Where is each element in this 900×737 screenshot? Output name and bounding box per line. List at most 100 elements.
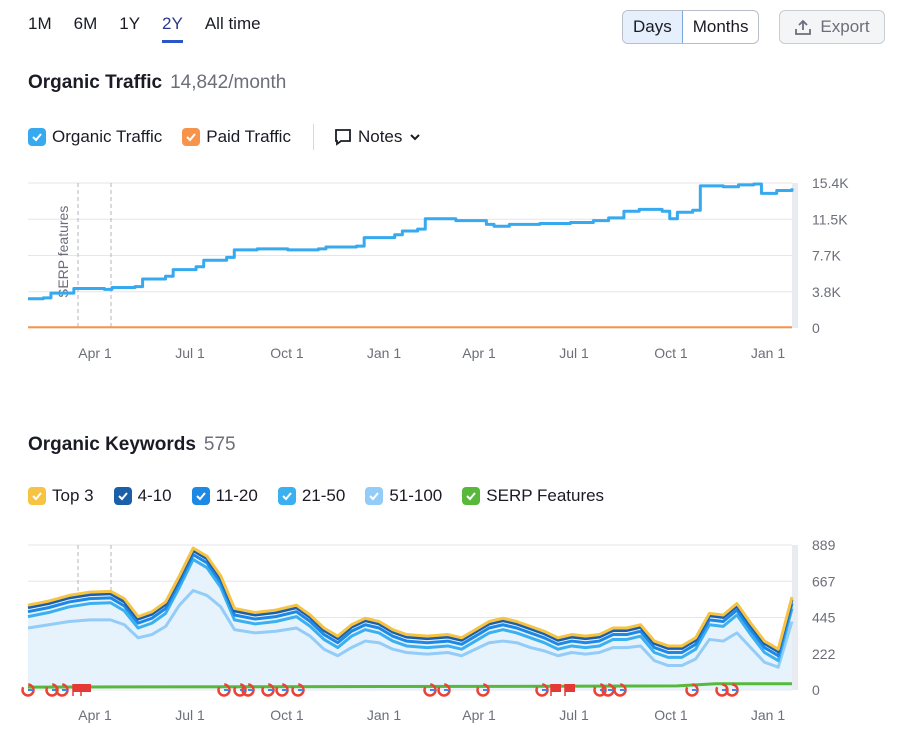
months-button[interactable]: Months: [692, 17, 749, 36]
y-tick-label: 667: [812, 573, 836, 589]
export-label: Export: [820, 17, 870, 36]
checkbox-icon: [28, 128, 46, 146]
google-update-icon-ring: [593, 683, 607, 697]
google-update-icon[interactable]: [55, 683, 69, 697]
range-tab-1m[interactable]: 1M: [28, 14, 52, 33]
google-update-icon[interactable]: [423, 683, 437, 697]
legend-21-50[interactable]: 21-50: [277, 486, 346, 506]
legend-label: Top 3: [52, 486, 94, 505]
x-tick-label: Jan 1: [367, 345, 401, 361]
flag-icon-shape: [565, 684, 575, 692]
x-tick-label: Jul 1: [559, 707, 589, 723]
series-51-100: [27, 589, 794, 669]
legend-51-100[interactable]: 51-100: [365, 486, 442, 506]
range-tab-all-time[interactable]: All time: [204, 14, 261, 33]
google-update-icon[interactable]: [275, 683, 289, 697]
y-tick-label: 7.7K: [812, 248, 841, 264]
x-tick-label: Apr 1: [462, 345, 496, 361]
legend-label: 51-100: [389, 486, 443, 505]
flag-icon-shape: [81, 684, 91, 692]
legend-label: SERP Features: [486, 486, 605, 505]
granularity-toggle: Days Months: [622, 10, 760, 44]
google-update-icon-ring: [241, 683, 255, 697]
google-update-icon[interactable]: [21, 683, 35, 697]
legend-divider: [312, 124, 314, 150]
google-update-icon[interactable]: [291, 683, 305, 697]
keywords-value: 575: [203, 434, 236, 455]
legend-11-20[interactable]: 11-20: [191, 486, 258, 506]
checkbox-icon: [113, 487, 132, 505]
google-update-icon[interactable]: [725, 683, 739, 697]
keywords-title-text: Organic Keywords: [28, 434, 196, 455]
flag-icon[interactable]: [564, 684, 575, 696]
google-update-icon-ring: [613, 683, 627, 697]
traffic-value: 14,842/month: [170, 72, 287, 93]
legend-top-3[interactable]: Top 3: [28, 486, 94, 506]
notes-dropdown[interactable]: Notes: [334, 127, 422, 147]
right-edge-band: [792, 183, 798, 328]
keywords-legend: Top 3 4-10 11-20 21-50 51-100 SERP Features: [28, 486, 624, 506]
series-organic-traffic: [28, 182, 794, 301]
x-tick-label: Jul 1: [175, 707, 205, 723]
traffic-title: Organic Traffic 14,842/month: [28, 72, 286, 94]
y-tick-label: 15.4K: [812, 175, 849, 191]
x-tick-label: Jan 1: [367, 707, 401, 723]
checkbox-icon: [462, 487, 481, 505]
x-tick-label: Oct 1: [270, 345, 304, 361]
flag-icon[interactable]: [72, 684, 83, 696]
checkbox-icon: [277, 487, 296, 505]
x-tick-label: Jul 1: [559, 345, 589, 361]
x-tick-label: Apr 1: [78, 707, 112, 723]
y-tick-label: 11.5K: [812, 211, 848, 227]
google-update-icon-ring: [685, 683, 699, 697]
google-update-icon[interactable]: [613, 683, 627, 697]
export-button[interactable]: Export: [779, 10, 885, 44]
x-tick-label: Jan 1: [751, 707, 785, 723]
traffic-title-text: Organic Traffic: [28, 72, 163, 93]
note-icon: [335, 129, 351, 146]
keywords-chart: 889 667 445 222 0 Apr 1 Jul 1 Oct 1 Jan 1 Apr 1 Ju…: [21, 537, 836, 723]
flag-icon-shape: [551, 684, 561, 692]
days-button[interactable]: Days: [623, 11, 683, 43]
legend-organic-traffic[interactable]: Organic Traffic: [28, 127, 162, 147]
google-update-icon-ring: [233, 683, 247, 697]
google-update-icon[interactable]: [217, 683, 231, 697]
flag-icon[interactable]: [80, 684, 91, 696]
google-update-icon[interactable]: [685, 683, 699, 697]
flag-icon-shape: [73, 684, 83, 692]
right-edge-band: [792, 545, 798, 690]
range-tab-2y[interactable]: 2Y: [162, 14, 183, 43]
y-tick-label: 0: [812, 682, 820, 698]
flag-icon[interactable]: [550, 684, 561, 696]
google-update-icon-ring: [725, 683, 739, 697]
legend-organic-traffic-label: Organic Traffic: [52, 127, 163, 146]
x-tick-label: Oct 1: [270, 707, 304, 723]
google-update-icon[interactable]: [476, 683, 490, 697]
legend-label: 21-50: [301, 486, 346, 505]
google-update-icon[interactable]: [261, 683, 275, 697]
upload-icon: [795, 19, 812, 35]
google-update-icon[interactable]: [535, 683, 549, 697]
y-tick-label: 889: [812, 537, 836, 553]
legend-4-10[interactable]: 4-10: [113, 486, 172, 506]
series-top-3: [27, 546, 794, 651]
traffic-legend: Organic Traffic Paid Traffic Notes: [28, 124, 422, 150]
range-tab-1y[interactable]: 1Y: [119, 14, 141, 33]
y-tick-label: 3.8K: [812, 284, 841, 300]
legend-serp-features[interactable]: SERP Features: [462, 486, 604, 506]
google-update-icon-ring: [476, 683, 490, 697]
google-update-icon-ring: [535, 683, 549, 697]
google-update-icon[interactable]: [437, 683, 451, 697]
serp-features-annotation: SERP features: [55, 206, 71, 298]
google-update-icon-ring: [437, 683, 451, 697]
google-update-icon-ring: [291, 683, 305, 697]
checkbox-icon: [191, 487, 210, 505]
google-update-icon[interactable]: [241, 683, 255, 697]
checkbox-icon: [365, 487, 384, 505]
x-tick-label: Jan 1: [751, 345, 785, 361]
range-tab-6m[interactable]: 6M: [73, 14, 98, 33]
traffic-chart: 15.4K 11.5K 7.7K 3.8K 0 Apr 1 Jul 1 Oct 1 Jan 1 A…: [28, 175, 849, 361]
range-tabs: 1M 6M 1Y 2Y All time: [28, 14, 283, 43]
keywords-title: Organic Keywords 575: [28, 434, 236, 456]
legend-paid-traffic[interactable]: Paid Traffic: [182, 127, 291, 147]
